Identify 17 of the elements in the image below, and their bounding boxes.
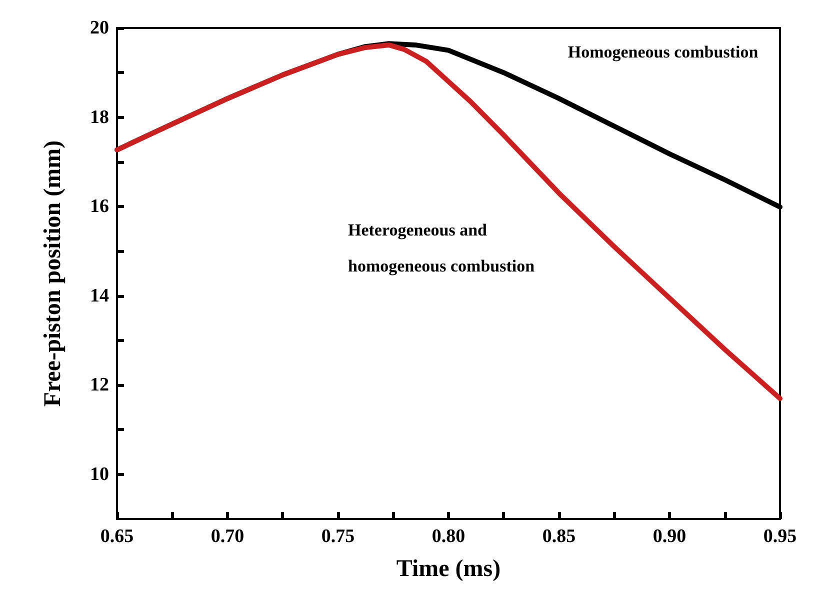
annotation: Homogeneous combustion: [568, 42, 759, 62]
annotation: Heterogeneous and homogeneous combustion: [348, 220, 536, 276]
x-tick-label: 0.85: [542, 526, 576, 547]
x-axis-title: Time (ms): [396, 556, 501, 582]
x-tick-label: 0.90: [652, 526, 686, 547]
x-tick-label: 0.75: [321, 526, 355, 547]
x-tick-label: 0.80: [432, 526, 466, 547]
y-tick-label: 14: [90, 285, 110, 306]
y-tick-label: 20: [90, 18, 109, 38]
y-tick-label: 12: [90, 374, 109, 396]
y-tick-label: 10: [90, 464, 109, 485]
x-tick-label: 0.70: [210, 526, 244, 547]
y-tick-label: 18: [90, 106, 109, 128]
x-tick-label: 0.65: [100, 526, 134, 547]
y-axis-title: Free-piston position (mm): [40, 140, 66, 407]
x-tick-label: 0.95: [763, 526, 797, 547]
y-tick-label: 16: [90, 196, 109, 218]
